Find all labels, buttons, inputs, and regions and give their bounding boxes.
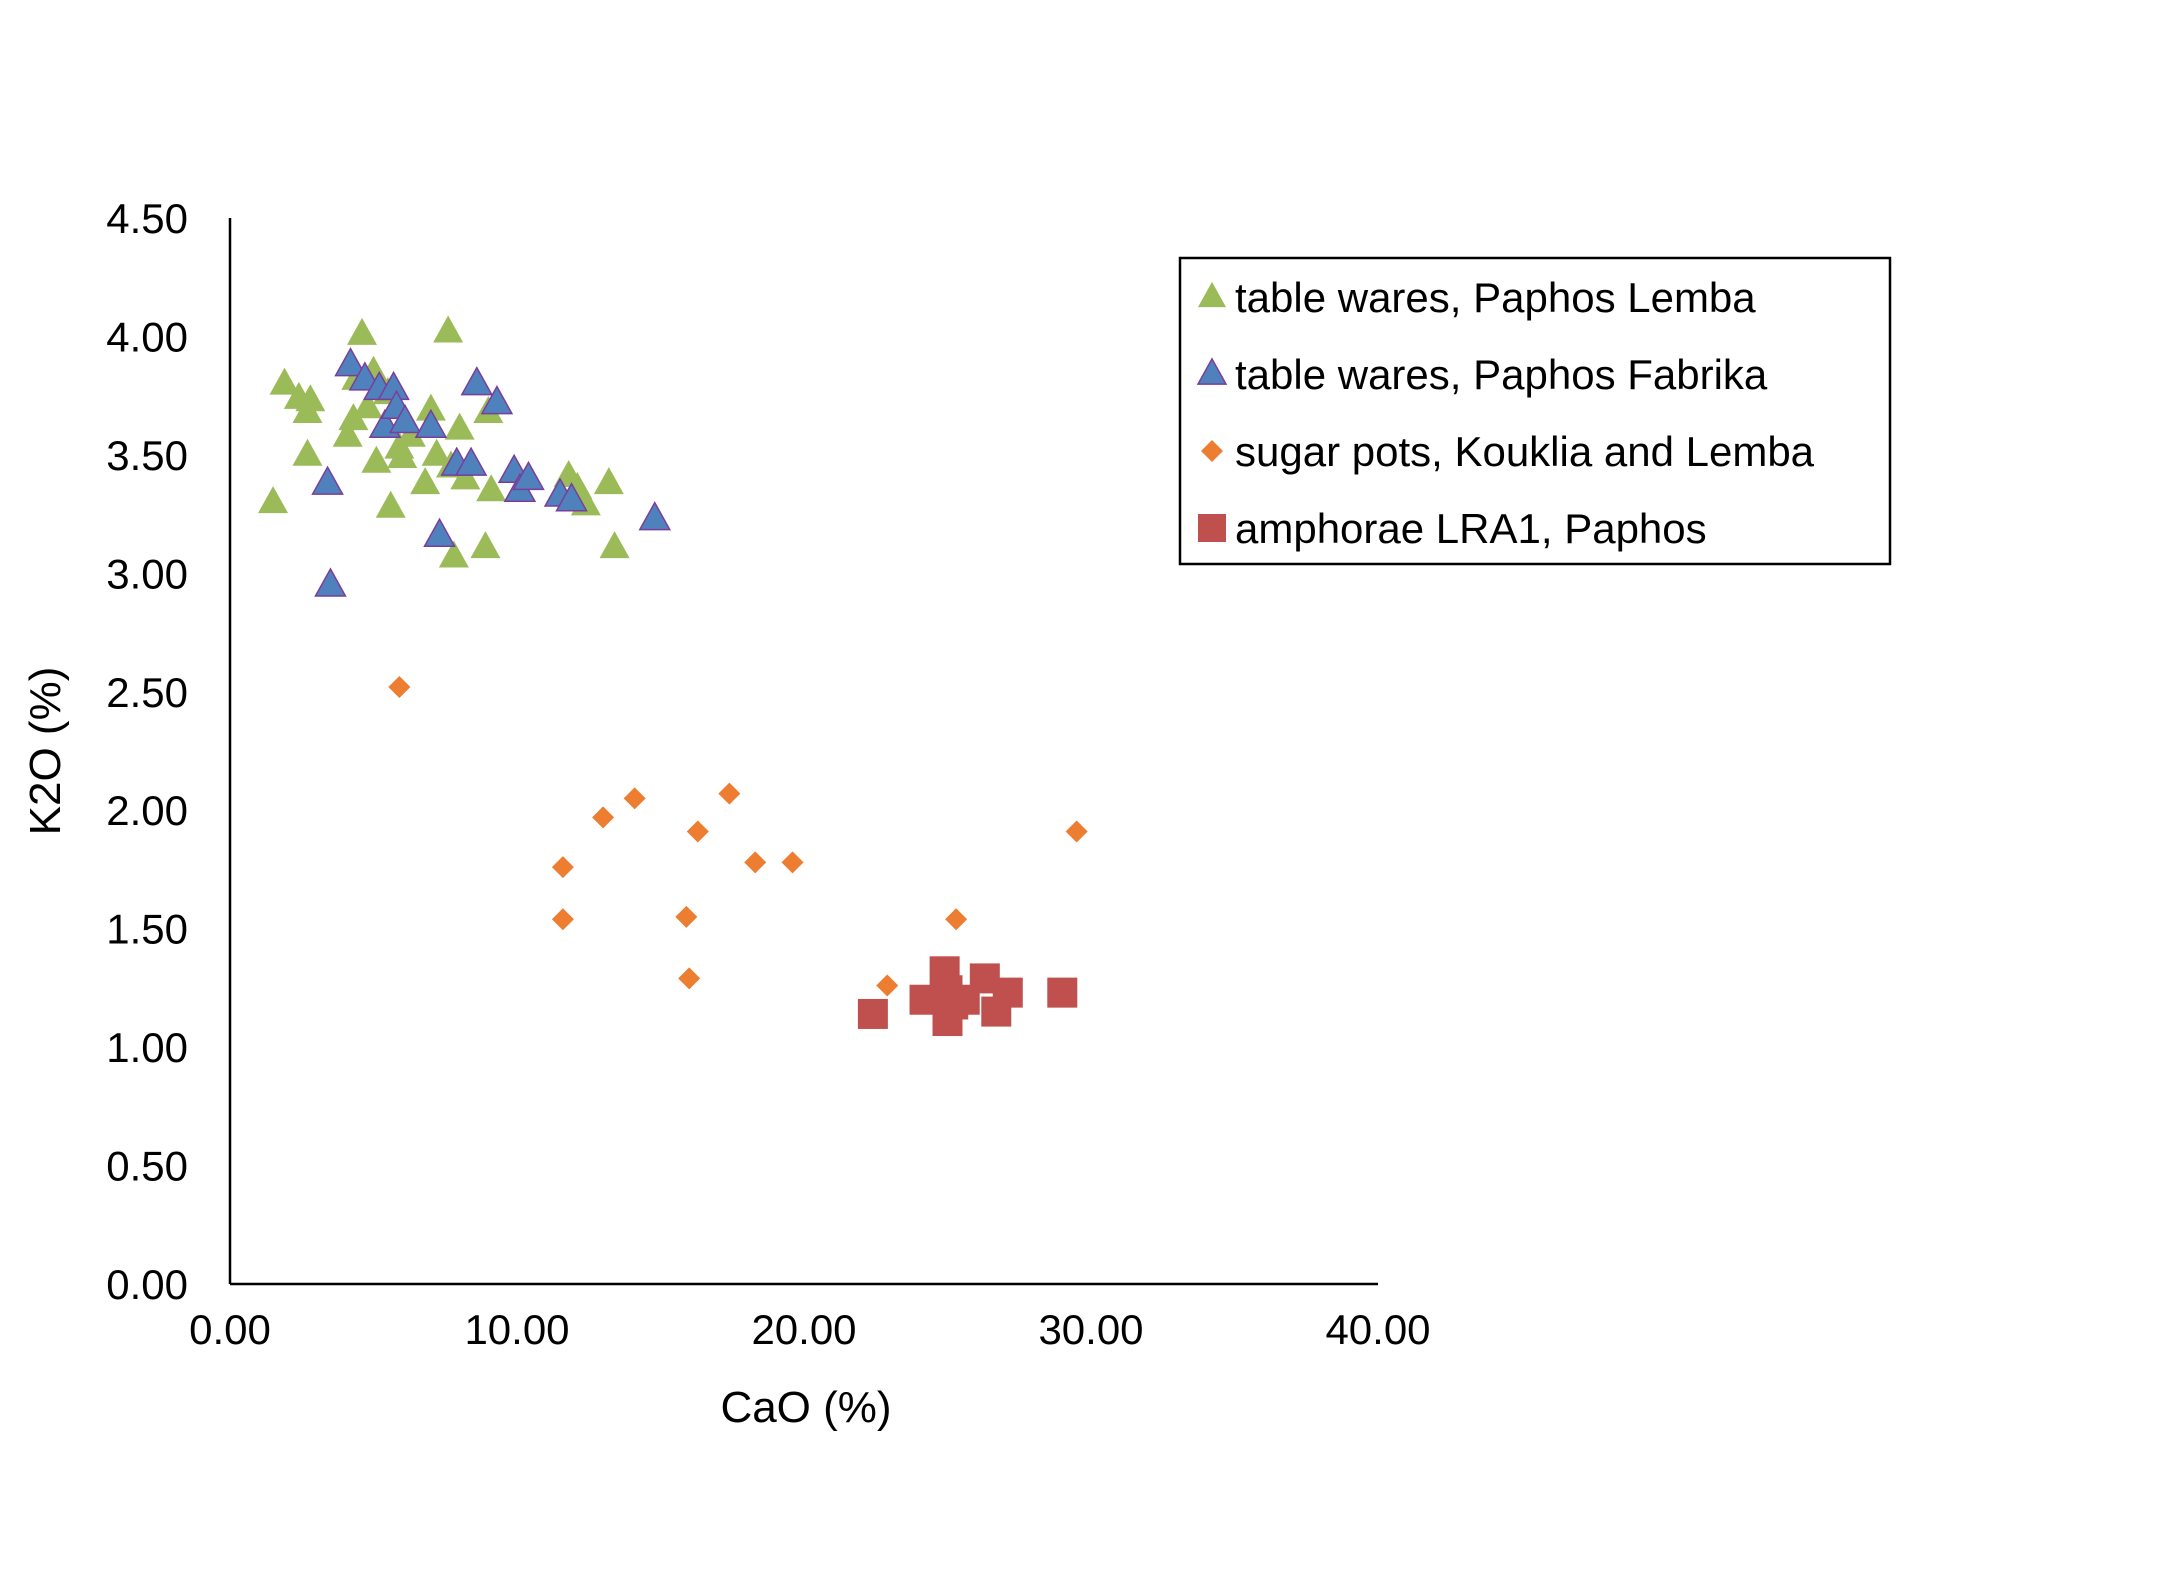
legend-marker [1198,281,1226,308]
data-point [470,531,501,559]
data-point [258,486,289,514]
legend-entry: table wares, Paphos Fabrika [1196,351,1768,398]
x-tick-label: 20.00 [751,1306,856,1353]
data-point [388,676,411,699]
y-tick-label: 1.00 [106,1024,188,1071]
legend-marker [1196,357,1228,385]
x-tick-label: 0.00 [189,1306,271,1353]
data-point [361,445,392,473]
data-point [638,501,672,531]
data-point [744,851,767,874]
x-tick-label: 30.00 [1038,1306,1143,1353]
data-point [338,403,369,431]
legend-box [1178,256,1892,566]
data-point [414,408,448,439]
x-axis-title: CaO (%) [720,1383,891,1432]
data-point [295,384,326,412]
data-point [460,366,494,396]
data-point [410,467,441,495]
y-tick-label: 2.00 [106,787,188,834]
data-point [512,460,545,491]
y-tick-label: 3.50 [106,432,188,479]
data-point [444,412,475,440]
data-point [551,908,574,931]
legend-entry: sugar pots, Kouklia and Lemba [1201,428,1815,475]
data-point [678,967,701,990]
data-point [433,315,464,343]
data-point [1065,820,1088,843]
data-point [945,908,968,931]
y-tick-label: 2.50 [106,669,188,716]
data-point [476,474,507,502]
data-point [1047,977,1078,1008]
data-point [415,393,446,421]
legend-label: table wares, Paphos Lemba [1235,274,1756,321]
data-point [876,974,899,997]
data-point [781,851,804,874]
y-axis-title: K2O (%) [21,667,70,836]
axes: 0.00 0.50 1.00 1.50 2.00 2.50 3.00 3.50 4.00 4.50… [21,195,1431,1432]
data-point [314,567,347,597]
series-4 [857,956,1078,1037]
series-2 [311,347,672,597]
data-point [421,438,452,466]
data-point [454,446,488,476]
y-tick-label: 0.00 [106,1261,188,1308]
data-point [480,385,514,415]
data-point [675,905,698,928]
data-point [311,465,344,495]
y-tick-label: 1.50 [106,906,188,953]
legend-marker [1198,514,1226,542]
data-point [593,467,624,495]
x-tick-label: 10.00 [464,1306,569,1353]
data-point [718,782,741,805]
x-tick-label: 40.00 [1325,1306,1430,1353]
data-point [332,419,363,447]
data-point [348,361,382,391]
y-tick-label: 4.00 [106,313,188,360]
y-tick-label: 3.00 [106,550,188,597]
data-point [388,403,422,434]
data-point [292,438,323,466]
legend-entry: table wares, Paphos Lemba [1198,274,1756,321]
data-point [352,391,383,419]
data-point [387,441,418,469]
data-point [375,490,406,518]
data-point [551,856,574,879]
legend-label: table wares, Paphos Fabrika [1235,351,1768,398]
data-point [623,787,646,810]
series-3 [388,676,1088,997]
legend-entry: amphorae LRA1, Paphos [1198,505,1707,552]
legend-label: sugar pots, Kouklia and Lemba [1235,428,1815,475]
data-point [599,531,630,559]
data-point [686,820,709,843]
legend-label: amphorae LRA1, Paphos [1235,505,1707,552]
data-point [992,977,1023,1008]
legend-marker [1201,440,1223,462]
data-point [438,540,469,568]
data-point [334,347,367,377]
data-point [269,367,300,395]
y-tick-label: 0.50 [106,1143,188,1190]
y-tick-label: 4.50 [106,195,188,242]
data-point [347,317,378,345]
legend: table wares, Paphos Lemba table wares, Pa… [1178,256,1892,566]
data-point [555,482,588,512]
data-point [423,517,456,547]
plot-area [258,315,1088,1037]
data-point [857,998,888,1029]
data-point [592,806,615,829]
